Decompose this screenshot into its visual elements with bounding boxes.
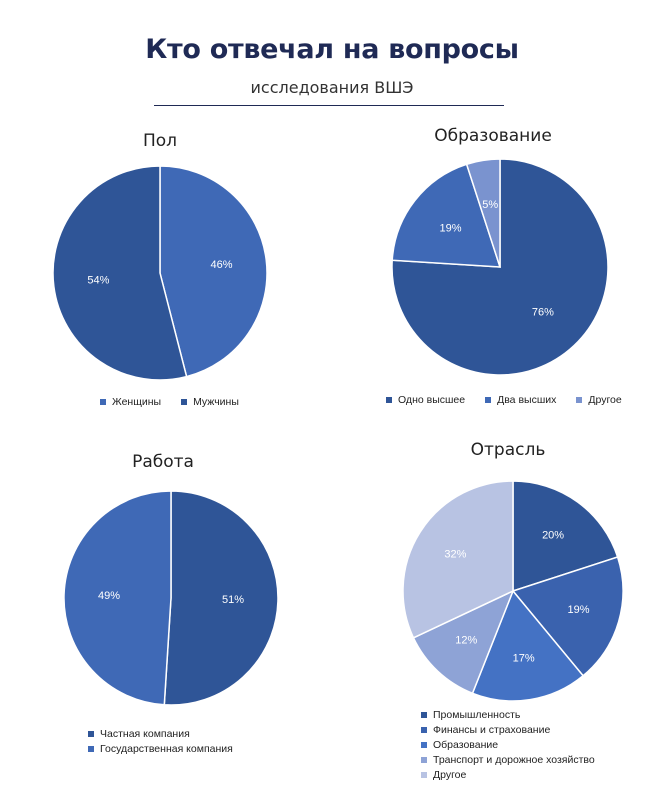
chart-title-industry: Отрасль xyxy=(470,440,546,460)
data-label-industry-3: 12% xyxy=(455,635,477,647)
legend-label: Одно высшее xyxy=(398,394,466,406)
legend-swatch xyxy=(421,772,427,778)
data-label-industry-2: 17% xyxy=(513,652,535,664)
legend-swatch xyxy=(576,397,583,403)
page-title: Кто отвечал на вопросы xyxy=(145,34,519,65)
legend-item-industry-2: Образование xyxy=(421,739,595,751)
legend-label: Другое xyxy=(433,769,467,781)
legend-gender: Женщины Мужчины xyxy=(100,396,239,408)
legend-swatch xyxy=(386,397,392,403)
pie-slice-work-0 xyxy=(163,490,279,706)
legend-item-work-0: Частная компания xyxy=(88,728,233,740)
data-label-work-1: 49% xyxy=(98,590,120,602)
pie-slice-education-0 xyxy=(391,158,609,376)
legend-work: Частная компания Государственная компания xyxy=(88,728,233,758)
legend-item-education-1: Два высших xyxy=(485,394,556,406)
data-label-education-0: 76% xyxy=(532,307,554,319)
pie-slice-industry-4 xyxy=(402,480,514,639)
data-label-industry-1: 19% xyxy=(567,604,589,616)
pie-slice-work-1 xyxy=(63,490,172,706)
legend-item-industry-1: Финансы и страхование xyxy=(421,724,595,736)
legend-label: Транспорт и дорожное хозяйство xyxy=(433,754,595,766)
legend-item-industry-0: Промышленность xyxy=(421,709,595,721)
data-label-gender-1: 54% xyxy=(87,275,109,287)
data-label-education-1: 19% xyxy=(439,223,461,235)
legend-item-gender-1: Мужчины xyxy=(181,396,239,408)
legend-swatch xyxy=(421,727,427,733)
data-label-education-2: 5% xyxy=(482,199,498,211)
chart-title-education: Образование xyxy=(434,126,552,146)
legend-swatch xyxy=(88,731,94,737)
legend-swatch xyxy=(421,742,427,748)
legend-label: Два высших xyxy=(497,394,557,406)
pie-slice-education-2 xyxy=(465,158,501,268)
legend-label: Финансы и страхование xyxy=(433,724,551,736)
legend-item-education-0: Одно высшее xyxy=(386,394,465,406)
legend-label: Другое xyxy=(588,394,622,406)
pie-chart-education: 76% 19% 5% xyxy=(391,158,609,376)
data-label-industry-0: 20% xyxy=(542,530,564,542)
chart-title-work: Работа xyxy=(132,452,194,472)
data-label-industry-4: 32% xyxy=(444,548,466,560)
legend-label: Частная компания xyxy=(100,728,190,740)
legend-swatch xyxy=(421,757,427,763)
pie-chart-gender: 46% 54% xyxy=(52,165,268,381)
pie-slice-gender-1 xyxy=(52,165,188,381)
legend-item-industry-4: Другое xyxy=(421,769,595,781)
pie-slice-education-1 xyxy=(391,163,502,268)
legend-item-work-1: Государственная компания xyxy=(88,743,233,755)
pie-chart-work: 51% 49% xyxy=(63,490,279,706)
data-label-work-0: 51% xyxy=(222,594,244,606)
legend-item-education-2: Другое xyxy=(576,394,622,406)
legend-swatch xyxy=(181,399,188,405)
pie-chart-industry: 20% 19% 17% 12% 32% xyxy=(402,480,624,702)
legend-swatch xyxy=(88,746,94,752)
legend-label: Государственная компания xyxy=(100,743,233,755)
legend-swatch xyxy=(421,712,427,718)
title-divider xyxy=(154,105,504,106)
legend-item-gender-0: Женщины xyxy=(100,396,161,408)
pie-slice-gender-0 xyxy=(159,165,268,378)
page-subtitle: исследования ВШЭ xyxy=(250,78,414,97)
legend-swatch xyxy=(100,399,106,405)
pie-slice-industry-3 xyxy=(412,589,515,695)
legend-label: Образование xyxy=(433,739,499,751)
legend-education: Одно высшее Два высших Другое xyxy=(386,394,622,406)
legend-swatch xyxy=(485,397,492,403)
pie-slice-industry-0 xyxy=(512,480,619,593)
legend-industry: Промышленность Финансы и страхование Образ… xyxy=(421,709,595,784)
data-label-gender-0: 46% xyxy=(211,259,233,271)
pie-slice-industry-2 xyxy=(471,589,585,702)
legend-label: Женщины xyxy=(112,396,162,408)
legend-label: Мужчины xyxy=(193,396,239,408)
legend-item-industry-3: Транспорт и дорожное хозяйство xyxy=(421,754,595,766)
chart-title-gender: Пол xyxy=(142,131,178,151)
legend-label: Промышленность xyxy=(433,709,521,721)
pie-slice-industry-1 xyxy=(511,556,624,677)
